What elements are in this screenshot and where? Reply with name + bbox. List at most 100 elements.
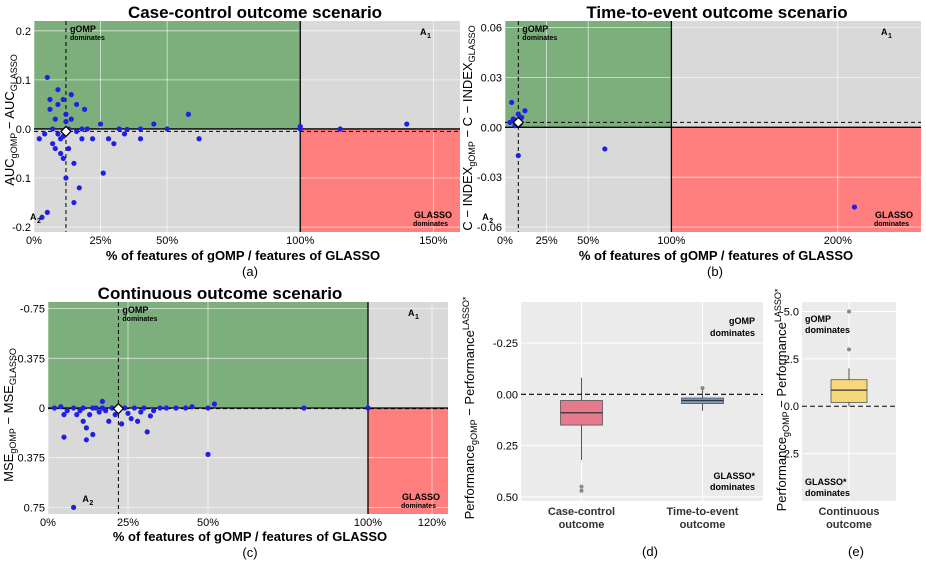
- a-point-10: [55, 131, 61, 137]
- panel-c: Continuous outcome scenario 0% 25% 50% 100%…: [1, 284, 448, 560]
- a-ytick-label-0: 0.2: [16, 26, 31, 38]
- b-a1-label: A: [881, 27, 888, 37]
- c-point-25: [128, 416, 134, 422]
- a-ytick-label-1: 0.1: [16, 75, 31, 87]
- a-point-24: [76, 185, 82, 191]
- a-point-4: [47, 106, 53, 112]
- b-glasso-label: GLASSO: [875, 210, 913, 220]
- b-gomp-sub: dominates: [522, 35, 557, 42]
- panel-d-ylabel: PerformancegOMP − PerformanceLASSO*: [461, 296, 479, 519]
- c-ytick-label-2: 0: [39, 403, 45, 415]
- a-xtick-label-1: 25%: [90, 235, 112, 247]
- c-xtick-label-3: 100%: [354, 517, 382, 529]
- c-point-3: [61, 434, 67, 440]
- panel-a-ylabel-sub2: GLASSO: [9, 54, 19, 91]
- c-glasso-sub: dominates: [401, 503, 436, 510]
- e-ytick-label-2: 0.0: [784, 401, 799, 413]
- a-point-43: [297, 126, 303, 132]
- e-outlier-0-0: [847, 309, 851, 314]
- b-xtick-label-1: 25%: [536, 235, 558, 247]
- panel-b-xlabel: % of features of gOMP / features of GLAS…: [579, 248, 853, 263]
- c-point-42: [365, 405, 371, 411]
- panel-c-letter: (c): [242, 545, 257, 560]
- c-a1-sub: 1: [415, 314, 419, 321]
- c-point-34: [163, 405, 169, 411]
- c-gomp-label: gOMP: [122, 305, 148, 315]
- b-point-11: [602, 146, 608, 152]
- a-xtick-label-3: 100%: [286, 235, 314, 247]
- e-category-label-0-0: Continuous: [818, 506, 879, 518]
- a-point-15: [63, 111, 69, 117]
- a-a2-sub: 2: [37, 218, 41, 225]
- d-category-label-1-0: Time-to-event: [667, 506, 739, 518]
- a-a2-label: A: [30, 212, 37, 222]
- c-point-39: [205, 451, 211, 457]
- c-xtick-label-0: 0%: [40, 517, 56, 529]
- d-ytick-label-0: -0.25: [493, 338, 518, 350]
- c-point-37: [189, 404, 195, 410]
- c-point-7: [74, 412, 80, 418]
- a-point-26: [81, 106, 88, 112]
- c-ytick-label-4: 0.75: [24, 502, 45, 514]
- panel-a-xlabel: % of features of gOMP / features of GLAS…: [106, 248, 380, 263]
- c-point-19: [106, 418, 112, 424]
- b-a2-sub: 2: [489, 218, 493, 225]
- e-box-0: [830, 379, 868, 403]
- d-ytick-label-2: 0.25: [497, 441, 518, 453]
- panel-d-ylabel-sub2: LASSO*: [461, 296, 471, 330]
- c-glasso-label: GLASSO: [402, 492, 440, 502]
- c-point-10: [80, 418, 86, 424]
- c-xtick-label-2: 50%: [197, 517, 219, 529]
- e-annot-bottom-0: GLASSO*: [805, 477, 847, 487]
- b-ytick-label-3: -0.03: [477, 172, 502, 184]
- panel-a-ylabel-sub1: gOMP: [9, 133, 19, 159]
- e-ytick-label-3: 2.5: [784, 449, 799, 461]
- a-point-49: [63, 118, 69, 125]
- a-point-46: [36, 136, 42, 142]
- panel-d-letter: (d): [642, 544, 658, 559]
- a-point-28: [89, 136, 96, 142]
- a-point-20: [68, 116, 74, 122]
- c-point-5: [71, 405, 77, 411]
- a-point-51: [79, 126, 85, 132]
- panel-a: Case-control outcome scenario 0% 25% 50% 10…: [2, 3, 460, 279]
- b-xtick-label-2: 50%: [577, 235, 599, 247]
- a-point-32: [111, 141, 117, 147]
- d-annot-top-1: dominates: [710, 328, 755, 338]
- a-point-1: [44, 209, 50, 215]
- a-point-44: [337, 126, 343, 132]
- panel-b-ylabel-mid: − C − INDEX: [460, 62, 475, 141]
- panel-d-ylabel-sub1: gOMP: [469, 419, 479, 445]
- a-point-2: [44, 74, 50, 81]
- b-xtick-label-4: 200%: [824, 235, 852, 247]
- panel-c-ylabel: MSEgOMP − MSEGLASSO: [1, 348, 18, 482]
- c-ytick-label-1: -0.375: [14, 353, 45, 365]
- a-point-30: [100, 170, 106, 176]
- panel-e-letter: (e): [848, 544, 864, 559]
- a-point-5: [50, 126, 56, 132]
- c-point-27: [135, 418, 141, 424]
- c-ytick-label-0: -0.75: [20, 304, 45, 316]
- d-annot-bottom-1: dominates: [710, 482, 755, 492]
- panel-d-ylabel-mid: − Performance: [462, 330, 477, 419]
- c-point-43: [90, 405, 96, 411]
- a-point-3: [47, 96, 53, 103]
- panel-a-title: Case-control outcome scenario: [128, 3, 382, 22]
- c-point-30: [144, 429, 150, 435]
- c-gomp-sub: dominates: [122, 316, 157, 323]
- c-point-4: [64, 408, 70, 414]
- e-annot-top-0: gOMP: [805, 314, 831, 324]
- a-point-19: [68, 92, 74, 98]
- a-xtick-label-4: 150%: [419, 235, 447, 247]
- panel-e-ylabel-lead: Performance: [774, 437, 789, 511]
- a-point-25: [79, 136, 85, 142]
- e-annot-top-1: dominates: [805, 325, 850, 335]
- a-point-18: [66, 145, 72, 152]
- c-point-0: [51, 405, 58, 411]
- c-point-38: [205, 405, 211, 411]
- a-point-0: [39, 214, 45, 220]
- panel-e-ylabel: PerformancegOMP − PerformanceLASSO*: [773, 288, 791, 511]
- panel-b: Time-to-event outcome scenario 0% 25% 50% 1…: [460, 3, 921, 279]
- a-point-14: [60, 155, 66, 161]
